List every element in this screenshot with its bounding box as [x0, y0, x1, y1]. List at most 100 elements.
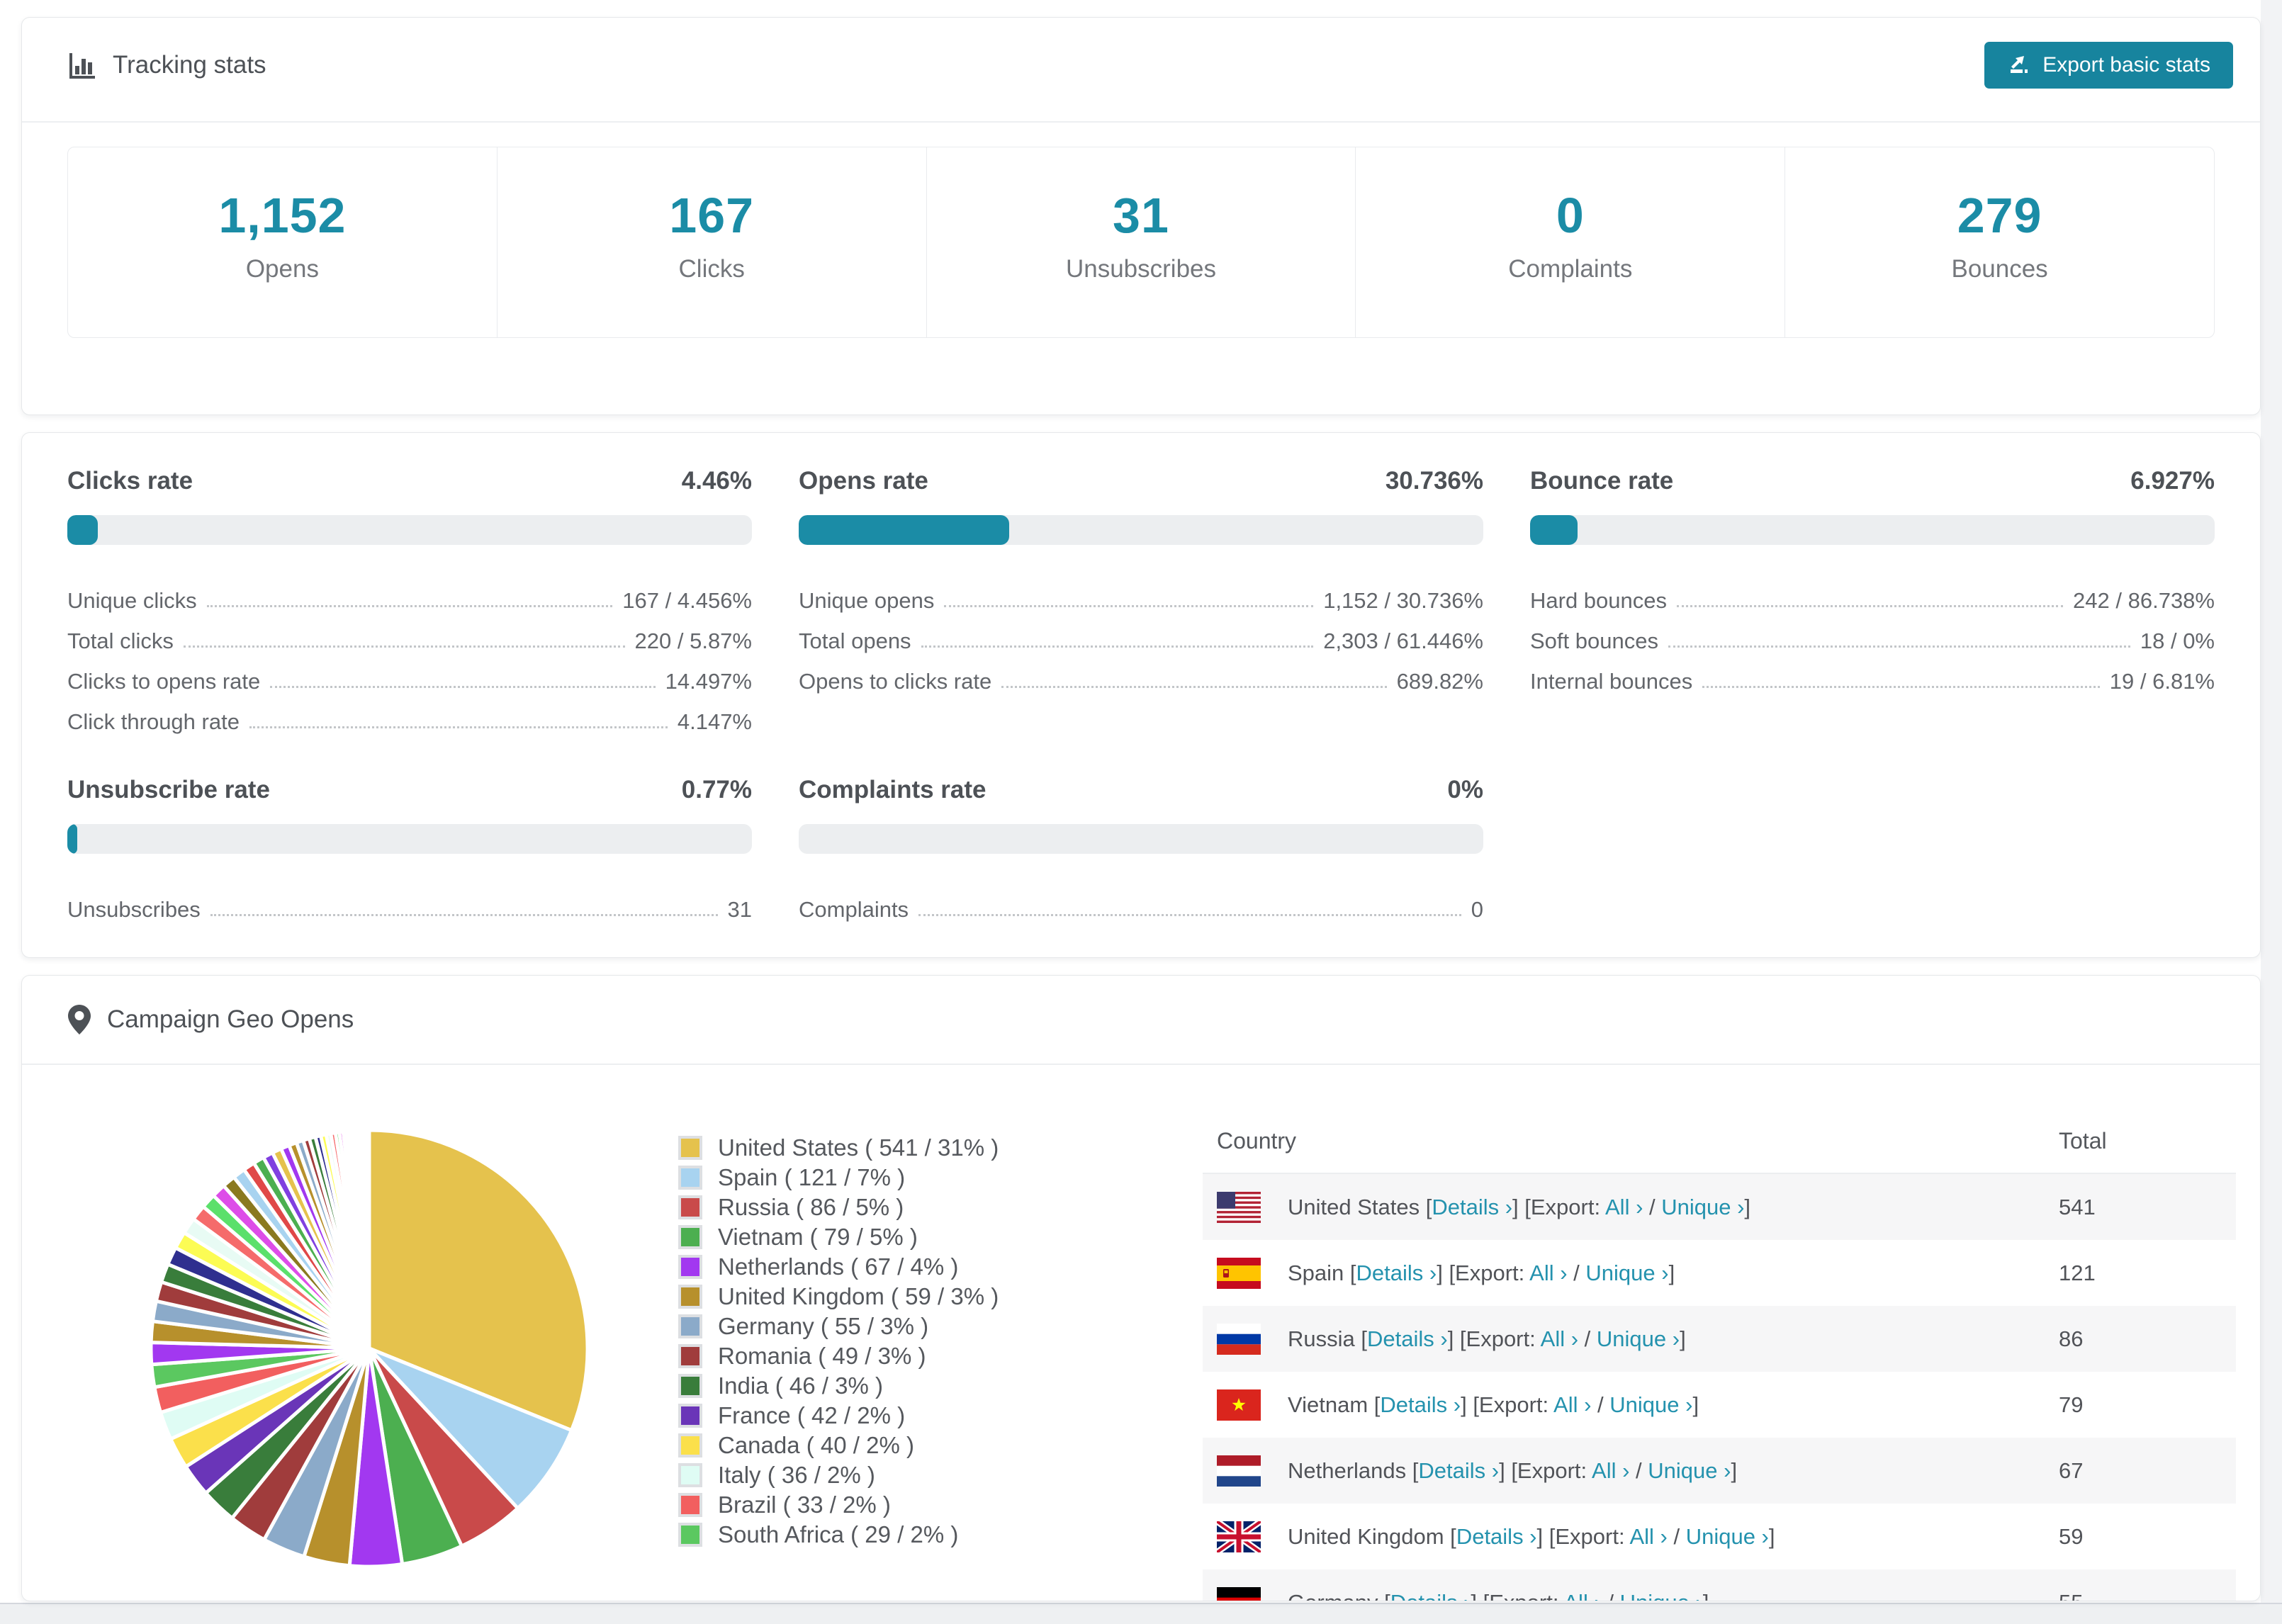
legend-swatch — [678, 1463, 702, 1487]
export-unique-link-us[interactable]: Unique › — [1661, 1194, 1745, 1219]
rate-progress-bar — [1530, 515, 2215, 545]
summary-box-opens: 1,152 Opens — [68, 147, 497, 337]
export-all-link-nl[interactable]: All › — [1592, 1457, 1630, 1483]
geo-table-row-gb: United Kingdom [Details ›] [Export: All … — [1203, 1504, 2236, 1569]
total-cell: 79 — [2059, 1392, 2084, 1417]
summary-label: Opens — [245, 255, 319, 283]
details-link-es[interactable]: Details › — [1356, 1260, 1437, 1285]
rate-block-bounce: Bounce rate 6.927% Hard bounces 242 / 86.73… — [1530, 467, 2215, 735]
export-unique-link-gb[interactable]: Unique › — [1685, 1523, 1769, 1549]
geo-table-row-ru: Russia [Details ›] [Export: All › / Uniq… — [1203, 1306, 2236, 1372]
stat-value: 14.497% — [665, 669, 752, 694]
details-link-ru[interactable]: Details › — [1366, 1326, 1448, 1351]
dotted-leader — [249, 726, 668, 728]
rate-block-complaints: Complaints rate 0% Complaints 0 — [799, 776, 1483, 923]
export-unique-link-nl[interactable]: Unique › — [1648, 1457, 1731, 1483]
geo-opens-header: Campaign Geo Opens — [67, 1004, 2215, 1035]
pie-slice-Spain[interactable] — [367, 1346, 573, 1511]
summary-value: 279 — [1957, 188, 2042, 243]
legend-item-romania: Romania ( 49 / 3% ) — [678, 1341, 1061, 1371]
rate-stat-line: Unique opens 1,152 / 30.736% — [799, 573, 1483, 614]
flag-vn-icon — [1217, 1389, 1261, 1421]
export-unique-link-es[interactable]: Unique › — [1585, 1260, 1669, 1285]
summary-box-bounces: 279 Bounces — [1784, 147, 2214, 337]
export-basic-stats-button[interactable]: Export basic stats — [1984, 42, 2233, 89]
legend-item-germany: Germany ( 55 / 3% ) — [678, 1312, 1061, 1341]
country-links: Vietnam [Details ›] [Export: All › / Uni… — [1288, 1392, 1699, 1417]
stat-value: 167 / 4.456% — [622, 588, 752, 613]
stat-value: 4.147% — [677, 709, 752, 734]
rate-title: Opens rate — [799, 467, 928, 495]
geo-table-row-vn: Vietnam [Details ›] [Export: All › / Uni… — [1203, 1372, 2236, 1438]
page-title: Tracking stats — [113, 51, 266, 79]
rate-progress-fill — [799, 515, 1009, 545]
stat-value: 689.82% — [1396, 669, 1483, 694]
country-cell: Germany [Details ›] [Export: All › / Uni… — [1217, 1586, 2059, 1601]
details-link-gb[interactable]: Details › — [1456, 1523, 1537, 1549]
stat-value: 1,152 / 30.736% — [1323, 588, 1483, 613]
flag-gb-icon — [1217, 1521, 1261, 1552]
export-unique-link-vn[interactable]: Unique › — [1609, 1392, 1693, 1417]
dotted-leader — [183, 645, 625, 648]
stat-label: Soft bounces — [1530, 628, 1658, 653]
export-all-link-vn[interactable]: All › — [1553, 1392, 1592, 1417]
country-cell: Vietnam [Details ›] [Export: All › / Uni… — [1217, 1389, 2059, 1421]
rate-stat-line: Unsubscribes 31 — [67, 882, 752, 923]
details-link-us[interactable]: Details › — [1432, 1194, 1513, 1219]
details-link-vn[interactable]: Details › — [1380, 1392, 1461, 1417]
window-bottom-gutter — [0, 1603, 2282, 1624]
rate-progress-fill — [1530, 515, 1578, 545]
legend-label: Canada ( 40 / 2% ) — [718, 1432, 914, 1458]
legend-swatch — [678, 1225, 702, 1249]
summary-label: Bounces — [1951, 255, 2048, 283]
legend-item-italy: Italy ( 36 / 2% ) — [678, 1460, 1061, 1490]
total-cell: 121 — [2059, 1260, 2096, 1285]
pie-slice-United States[interactable] — [367, 1128, 590, 1433]
stat-value: 19 / 6.81% — [2109, 669, 2215, 694]
legend-item-united-kingdom: United Kingdom ( 59 / 3% ) — [678, 1282, 1061, 1312]
rate-value: 4.46% — [681, 467, 752, 495]
summary-box-clicks: 167 Clicks — [496, 147, 926, 337]
map-pin-icon — [67, 1004, 91, 1035]
summary-label: Complaints — [1508, 255, 1633, 283]
export-unique-link-de[interactable]: Unique › — [1620, 1590, 1703, 1601]
export-all-link-us[interactable]: All › — [1605, 1194, 1643, 1219]
stat-label: Unsubscribes — [67, 897, 201, 922]
legend-label: Spain ( 121 / 7% ) — [718, 1164, 906, 1190]
country-cell: United States [Details ›] [Export: All ›… — [1217, 1191, 2059, 1223]
rate-stat-line: Hard bounces 242 / 86.738% — [1530, 573, 2215, 614]
country-links: United Kingdom [Details ›] [Export: All … — [1288, 1523, 1775, 1549]
rate-stat-line: Complaints 0 — [799, 882, 1483, 923]
geo-table-row-us: United States [Details ›] [Export: All ›… — [1203, 1174, 2236, 1240]
details-link-de[interactable]: Details › — [1390, 1590, 1471, 1601]
rates-card: Clicks rate 4.46% Unique clicks 167 / 4.456… — [21, 432, 2261, 958]
export-unique-link-ru[interactable]: Unique › — [1596, 1326, 1680, 1351]
dotted-leader — [921, 645, 1314, 648]
geo-table-header: Country Total — [1203, 1109, 2236, 1174]
rate-title: Unsubscribe rate — [67, 776, 270, 803]
export-all-link-de[interactable]: All › — [1563, 1590, 1601, 1601]
country-cell: Russia [Details ›] [Export: All › / Uniq… — [1217, 1323, 2059, 1355]
total-cell: 86 — [2059, 1326, 2084, 1351]
rate-block-clicks: Clicks rate 4.46% Unique clicks 167 / 4.456… — [67, 467, 752, 735]
legend-swatch — [678, 1523, 702, 1547]
export-all-link-gb[interactable]: All › — [1629, 1523, 1668, 1549]
rate-stat-line: Internal bounces 19 / 6.81% — [1530, 654, 2215, 694]
rate-stat-line: Clicks to opens rate 14.497% — [67, 654, 752, 694]
legend-label: India ( 46 / 3% ) — [718, 1372, 883, 1399]
rate-title: Bounce rate — [1530, 467, 1674, 495]
stat-value: 2,303 / 61.446% — [1323, 628, 1483, 653]
legend-swatch — [678, 1374, 702, 1398]
legend-label: Vietnam ( 79 / 5% ) — [718, 1224, 918, 1250]
legend-label: Netherlands ( 67 / 4% ) — [718, 1253, 959, 1280]
stat-value: 0 — [1471, 897, 1483, 922]
geo-opens-card: Campaign Geo Opens United States ( 541 /… — [21, 975, 2261, 1601]
rate-title-row: Bounce rate 6.927% — [1530, 467, 2215, 495]
column-header-country: Country — [1217, 1127, 1297, 1154]
export-all-link-es[interactable]: All › — [1529, 1260, 1568, 1285]
legend-swatch — [678, 1255, 702, 1279]
stat-label: Click through rate — [67, 709, 240, 734]
details-link-nl[interactable]: Details › — [1418, 1457, 1500, 1483]
export-all-link-ru[interactable]: All › — [1540, 1326, 1579, 1351]
geo-table-row-de: Germany [Details ›] [Export: All › / Uni… — [1203, 1569, 2236, 1601]
